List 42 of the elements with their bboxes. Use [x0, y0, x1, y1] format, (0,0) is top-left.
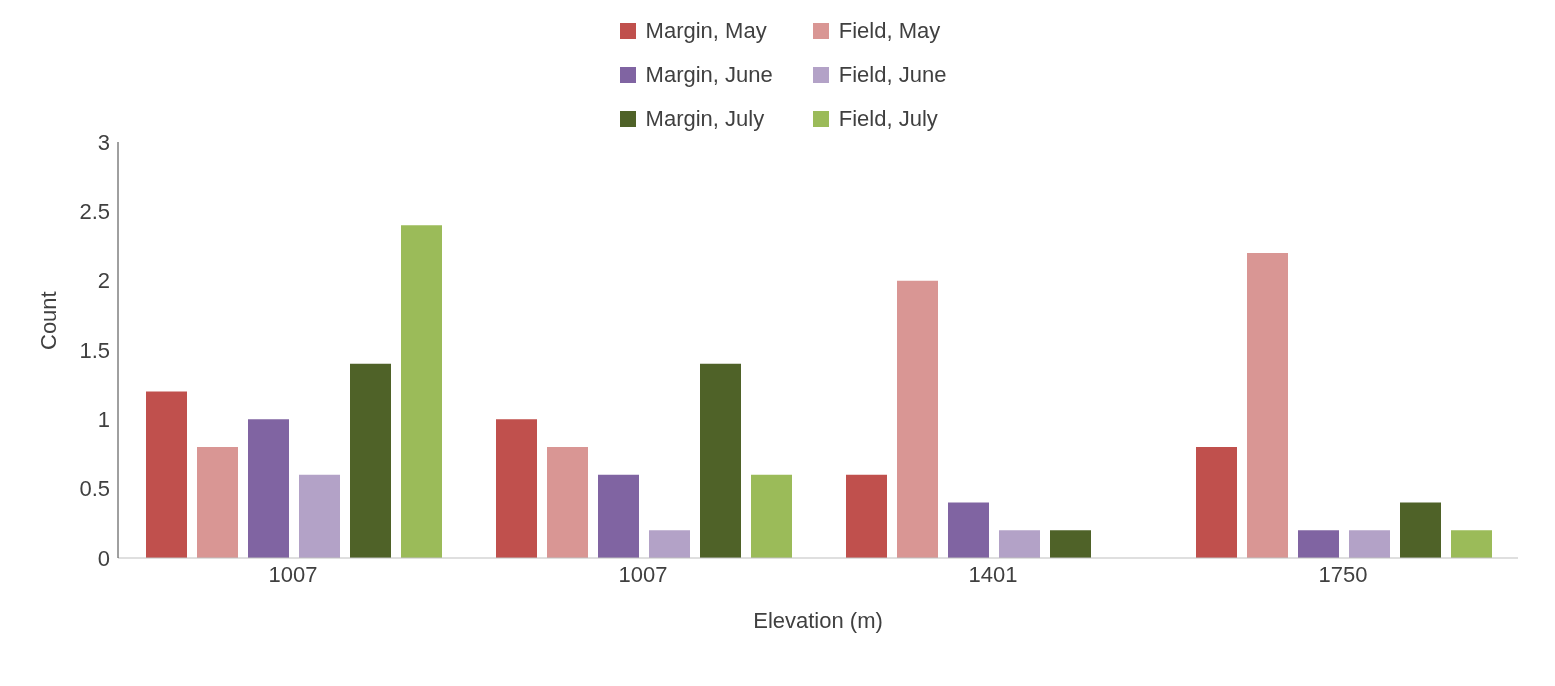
- x-tick-label: 1007: [268, 561, 318, 587]
- x-tick-label: 1750: [1318, 561, 1368, 587]
- bar: [401, 225, 442, 558]
- bar: [1247, 252, 1288, 558]
- bar: [1298, 530, 1339, 558]
- bar: [496, 419, 537, 558]
- bar: [1400, 502, 1441, 558]
- bar: [649, 530, 690, 558]
- bar: [1050, 530, 1091, 558]
- bar: [1196, 447, 1237, 558]
- x-axis-title: Elevation (m): [753, 608, 883, 633]
- y-tick-label: 1: [97, 407, 110, 433]
- legend-label: Field, June: [837, 62, 947, 88]
- bar: [598, 474, 639, 558]
- bar: [248, 419, 289, 558]
- y-tick-label: 2.5: [79, 199, 110, 225]
- legend-label: Margin, June: [644, 62, 773, 88]
- legend-label: Margin, May: [644, 18, 768, 44]
- bar: [897, 280, 938, 558]
- y-axis-title: Count: [35, 291, 61, 350]
- y-tick-label: 2: [97, 268, 110, 294]
- bar: [846, 474, 887, 558]
- y-tick-label: 1.5: [79, 337, 110, 363]
- bar: [1349, 530, 1390, 558]
- bar: [1451, 530, 1492, 558]
- bar: [197, 447, 238, 558]
- y-tick-label: 0: [97, 545, 110, 571]
- bar: [547, 447, 588, 558]
- bar: [948, 502, 989, 558]
- legend-label: Field, May: [837, 18, 942, 44]
- x-tick-label: 1401: [968, 561, 1018, 587]
- legend-label: Field, July: [837, 106, 939, 132]
- bar: [700, 363, 741, 558]
- y-tick-label: 0.5: [79, 476, 110, 502]
- bar: [751, 474, 792, 558]
- legend-label: Margin, July: [644, 106, 766, 132]
- y-tick-label: 3: [97, 129, 110, 155]
- bar: [299, 474, 340, 558]
- bar: [146, 391, 187, 558]
- bar: [350, 363, 391, 558]
- x-tick-label: 1007: [618, 561, 668, 587]
- bar: [999, 530, 1040, 558]
